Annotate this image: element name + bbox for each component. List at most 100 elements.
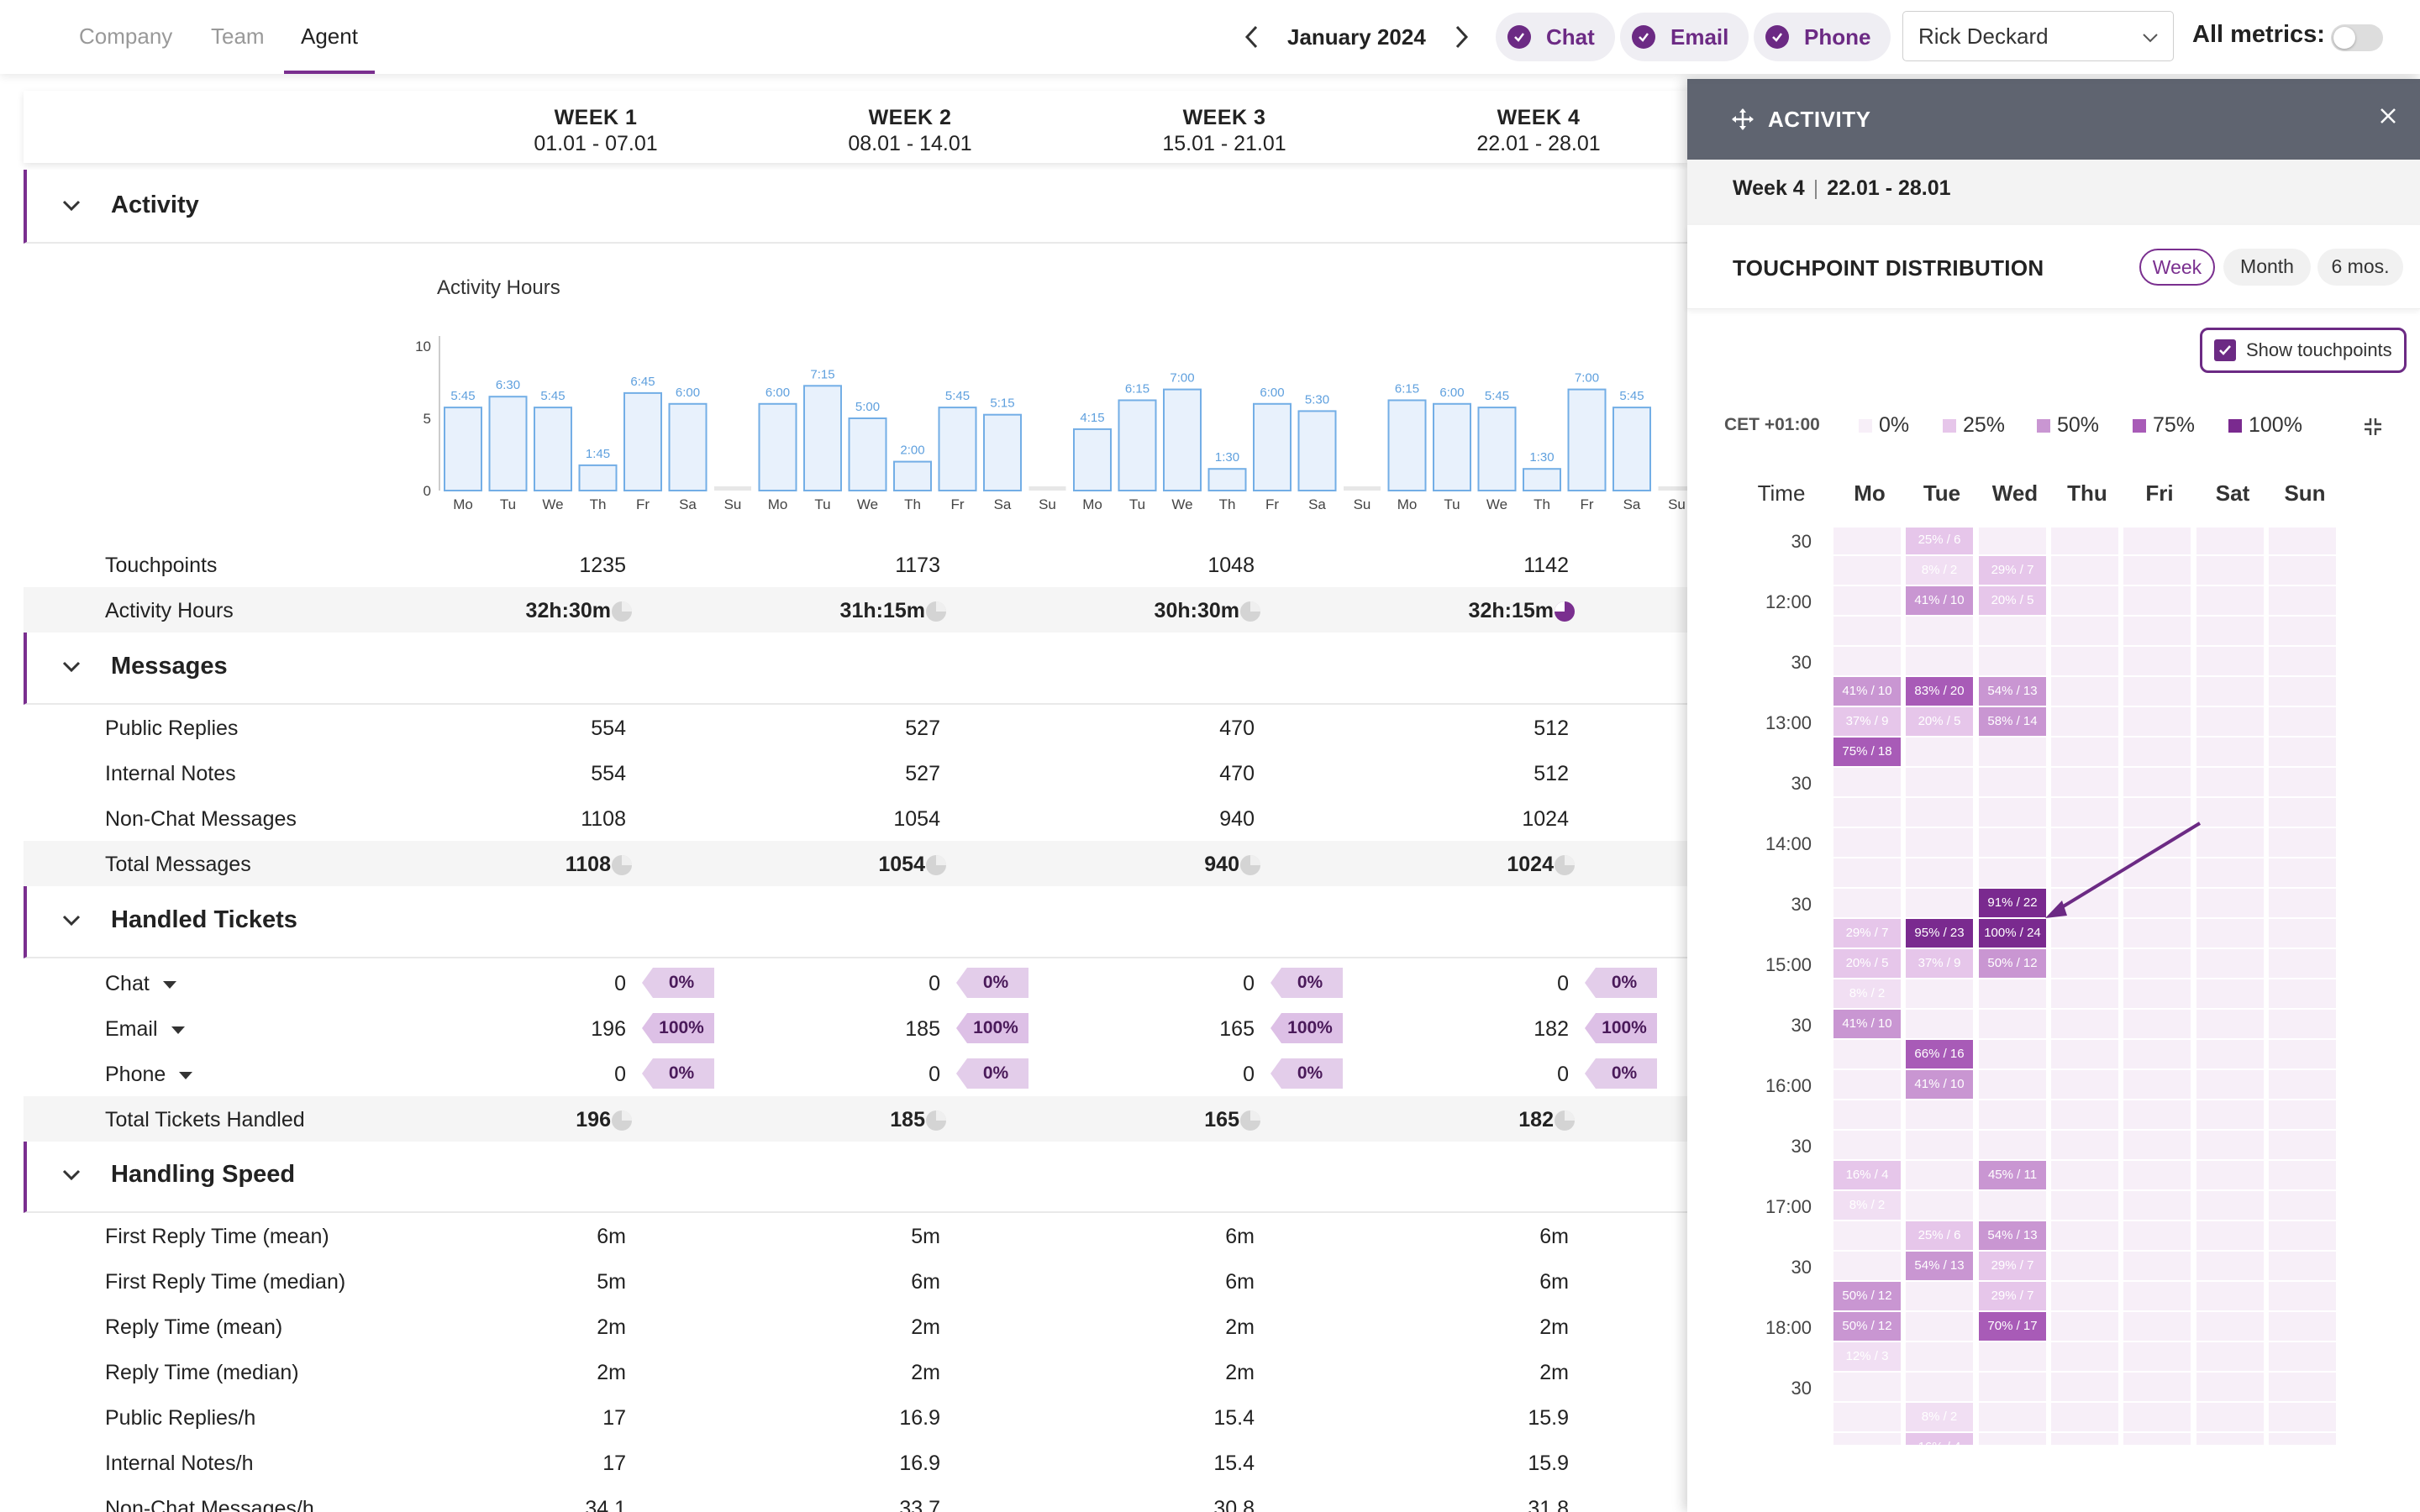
- heatmap-cell[interactable]: [2123, 949, 2191, 978]
- heatmap-cell[interactable]: [1979, 617, 2046, 645]
- pie-chart-icon[interactable]: [1240, 601, 1260, 622]
- heatmap-cell[interactable]: [1833, 1100, 1901, 1129]
- heatmap-cell[interactable]: [2196, 528, 2264, 554]
- heatmap-cell[interactable]: [1906, 1312, 1973, 1341]
- heatmap-cell[interactable]: [2269, 979, 2336, 1008]
- heatmap-cell[interactable]: [2123, 1312, 2191, 1341]
- heatmap-cell[interactable]: [2051, 1403, 2118, 1431]
- heatmap-cell[interactable]: [2196, 1373, 2264, 1401]
- heatmap-cell[interactable]: [2196, 949, 2264, 978]
- heatmap-cell[interactable]: [2196, 738, 2264, 766]
- heatmap-cell[interactable]: [2123, 556, 2191, 585]
- heatmap-cell[interactable]: [2269, 949, 2336, 978]
- heatmap-cell[interactable]: [2051, 1100, 2118, 1129]
- heatmap-cell[interactable]: [2051, 1312, 2118, 1341]
- heatmap-cell[interactable]: [1979, 798, 2046, 827]
- heatmap-cell[interactable]: [2123, 1342, 2191, 1371]
- heatmap-cell[interactable]: [2196, 1312, 2264, 1341]
- heatmap-cell-value[interactable]: 45% / 11: [1979, 1161, 2046, 1189]
- heatmap-cell[interactable]: [1906, 1100, 1973, 1129]
- heatmap-cell[interactable]: [2051, 1131, 2118, 1159]
- heatmap-cell[interactable]: [1906, 647, 1973, 675]
- heatmap-cell-value[interactable]: 50% / 12: [1833, 1312, 1901, 1341]
- heatmap-cell[interactable]: [2269, 1342, 2336, 1371]
- heatmap-cell[interactable]: [2269, 1040, 2336, 1068]
- heatmap-cell[interactable]: [2269, 828, 2336, 857]
- heatmap-cell[interactable]: [2269, 1252, 2336, 1280]
- heatmap-cell-value[interactable]: 91% / 22: [1979, 889, 2046, 917]
- heatmap-cell[interactable]: [2269, 528, 2336, 554]
- heatmap-cell[interactable]: [2269, 1312, 2336, 1341]
- heatmap-cell[interactable]: [1833, 1403, 1901, 1431]
- heatmap-cell[interactable]: [2051, 1161, 2118, 1189]
- heatmap-cell[interactable]: [2196, 798, 2264, 827]
- heatmap-cell[interactable]: [2196, 1010, 2264, 1038]
- heatmap-cell[interactable]: [2269, 1191, 2336, 1220]
- heatmap-cell[interactable]: [2269, 889, 2336, 917]
- heatmap-cell-value[interactable]: 50% / 12: [1979, 949, 2046, 978]
- heatmap-cell[interactable]: [2196, 1100, 2264, 1129]
- heatmap-cell[interactable]: [2269, 1433, 2336, 1445]
- pie-chart-icon[interactable]: [612, 1110, 632, 1131]
- heatmap-cell[interactable]: [1906, 1342, 1973, 1371]
- heatmap-cell[interactable]: [2123, 1070, 2191, 1099]
- pie-chart-icon[interactable]: [1555, 1110, 1575, 1131]
- heatmap-cell[interactable]: [2123, 647, 2191, 675]
- heatmap-cell-value[interactable]: 41% / 10: [1906, 586, 1973, 615]
- heatmap-cell[interactable]: [2051, 647, 2118, 675]
- heatmap-cell[interactable]: [2269, 707, 2336, 736]
- heatmap-cell[interactable]: [2123, 1433, 2191, 1445]
- heatmap-cell[interactable]: [1906, 979, 1973, 1008]
- heatmap-cell[interactable]: [2123, 707, 2191, 736]
- pie-chart-icon[interactable]: [1555, 601, 1575, 622]
- heatmap-cell[interactable]: [2051, 858, 2118, 887]
- heatmap-cell[interactable]: [2051, 1040, 2118, 1068]
- chevron-down-icon[interactable]: [60, 1164, 82, 1190]
- heatmap-cell[interactable]: [2051, 677, 2118, 706]
- heatmap-cell[interactable]: [2051, 798, 2118, 827]
- heatmap-cell[interactable]: [2269, 677, 2336, 706]
- chevron-down-icon[interactable]: [60, 910, 82, 936]
- show-touchpoints-checkbox[interactable]: Show touchpoints: [2200, 328, 2407, 373]
- channel-chip-chat[interactable]: Chat: [1496, 13, 1615, 61]
- heatmap-cell[interactable]: [2051, 1070, 2118, 1099]
- caret-down-icon[interactable]: [162, 980, 176, 989]
- heatmap-cell[interactable]: [2123, 1403, 2191, 1431]
- heatmap-cell[interactable]: [2123, 798, 2191, 827]
- heatmap-cell[interactable]: [1833, 889, 1901, 917]
- heatmap-cell[interactable]: [1833, 1131, 1901, 1159]
- collapse-icon[interactable]: [2363, 417, 2383, 443]
- heatmap-cell[interactable]: [2269, 617, 2336, 645]
- heatmap-cell-value[interactable]: 8% / 2: [1833, 1191, 1901, 1220]
- heatmap-cell[interactable]: [2196, 647, 2264, 675]
- heatmap-cell-value[interactable]: 25% / 6: [1906, 1221, 1973, 1250]
- heatmap-cell[interactable]: [1833, 1040, 1901, 1068]
- heatmap-cell[interactable]: [2269, 1373, 2336, 1401]
- heatmap-cell-value[interactable]: 50% / 12: [1833, 1282, 1901, 1310]
- pie-chart-icon[interactable]: [926, 601, 946, 622]
- heatmap-cell-value[interactable]: 25% / 6: [1906, 528, 1973, 554]
- heatmap-cell[interactable]: [1833, 1221, 1901, 1250]
- tab-agent[interactable]: Agent: [284, 0, 375, 74]
- heatmap-cell[interactable]: [2123, 528, 2191, 554]
- heatmap-cell[interactable]: [1833, 528, 1901, 554]
- heatmap-cell[interactable]: [1833, 617, 1901, 645]
- heatmap-cell[interactable]: [2123, 1282, 2191, 1310]
- heatmap-cell-value[interactable]: 8% / 2: [1906, 1403, 1973, 1431]
- heatmap-cell[interactable]: [2269, 1010, 2336, 1038]
- heatmap-cell[interactable]: [2196, 889, 2264, 917]
- heatmap-cell[interactable]: [1979, 858, 2046, 887]
- heatmap-cell[interactable]: [1833, 1252, 1901, 1280]
- heatmap-cell[interactable]: [1833, 556, 1901, 585]
- heatmap-cell[interactable]: [2123, 979, 2191, 1008]
- heatmap-cell[interactable]: [2123, 1252, 2191, 1280]
- heatmap-cell[interactable]: [2123, 738, 2191, 766]
- heatmap-cell[interactable]: [1906, 858, 1973, 887]
- heatmap-cell[interactable]: [2123, 1373, 2191, 1401]
- heatmap-cell[interactable]: [2196, 1131, 2264, 1159]
- heatmap-cell-value[interactable]: 29% / 7: [1979, 556, 2046, 585]
- heatmap-cell[interactable]: [2051, 1252, 2118, 1280]
- heatmap-cell[interactable]: [1833, 586, 1901, 615]
- agent-select[interactable]: Rick Deckard: [1902, 11, 2174, 61]
- pie-chart-icon[interactable]: [926, 1110, 946, 1131]
